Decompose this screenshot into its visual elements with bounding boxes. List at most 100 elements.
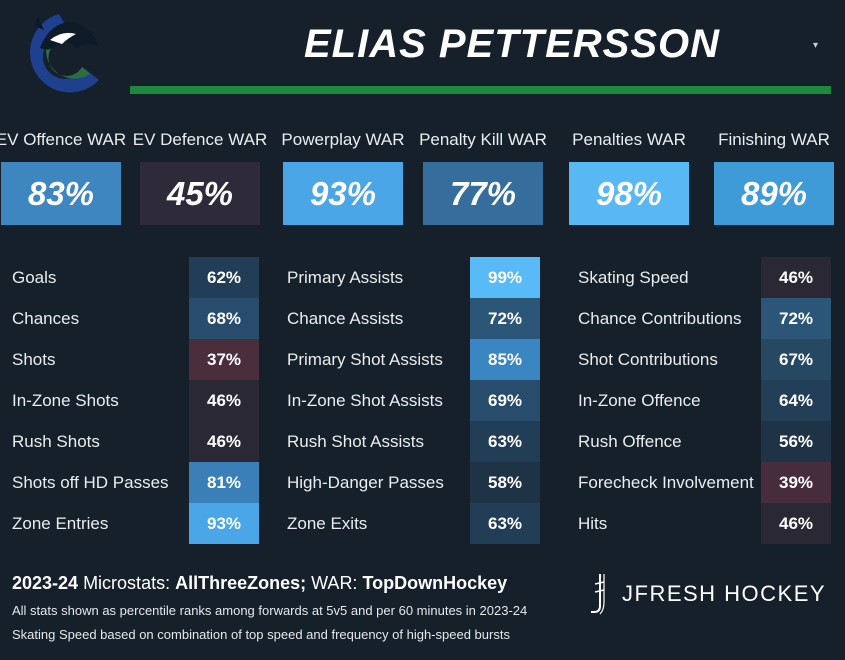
stat-row: Primary Assists 99%	[287, 257, 545, 298]
stat-value: 85%	[470, 339, 540, 380]
stat-row: Hits 46%	[578, 503, 832, 544]
canucks-orca-logo	[29, 14, 99, 93]
micro-label: Microstats:	[78, 573, 176, 593]
war-item-ev-offence: EV Offence WAR 83%	[0, 128, 133, 225]
stat-row: In-Zone Shot Assists 69%	[287, 380, 545, 421]
war-value: 93%	[283, 162, 403, 225]
stat-value: 39%	[761, 462, 831, 503]
stat-row: In-Zone Offence 64%	[578, 380, 832, 421]
jfresh-stick-icon	[591, 574, 605, 615]
stat-label: In-Zone Offence	[578, 391, 701, 410]
title-underline	[130, 86, 831, 94]
stat-row: Chance Assists 72%	[287, 298, 545, 339]
brand-name: JFRESH HOCKEY	[622, 581, 827, 606]
stat-value: 64%	[761, 380, 831, 421]
footnote-percentiles: All stats shown as percentile ranks amon…	[12, 603, 528, 618]
stat-label: Hits	[578, 514, 608, 533]
brand-logo: JFRESH HOCKEY	[588, 572, 826, 616]
stat-label: In-Zone Shots	[12, 391, 119, 410]
stat-label: High-Danger Passes	[287, 473, 444, 492]
stat-row: Rush Shot Assists 63%	[287, 421, 545, 462]
chevron-down-icon[interactable]: ▾	[813, 40, 819, 51]
stat-label: Primary Shot Assists	[287, 350, 443, 369]
war-label: EV Defence WAR	[132, 130, 268, 149]
stat-value: 63%	[470, 421, 540, 462]
war-label: Finishing WAR	[718, 130, 830, 149]
stat-value: 72%	[761, 298, 831, 339]
stat-row: In-Zone Shots 46%	[12, 380, 260, 421]
war-item-powerplay: Powerplay WAR 93%	[271, 128, 415, 225]
stat-row: Chances 68%	[12, 298, 260, 339]
stat-label: Rush Shots	[12, 432, 100, 451]
stat-label: Shot Contributions	[578, 350, 718, 369]
war-value: 45%	[140, 162, 260, 225]
stat-value: 68%	[189, 298, 259, 339]
war-item-ev-defence: EV Defence WAR 45%	[128, 128, 272, 225]
war-label: Powerplay WAR	[281, 130, 405, 149]
stats-column-shooting: Goals 62% Chances 68% Shots 37% In-Zone Sho…	[12, 257, 260, 544]
war-value: 89%	[714, 162, 834, 225]
stat-value: 37%	[189, 339, 259, 380]
stat-label: Shots	[12, 350, 56, 369]
stat-row: Goals 62%	[12, 257, 260, 298]
stat-row: Rush Offence 56%	[578, 421, 832, 462]
stat-label: In-Zone Shot Assists	[287, 391, 443, 410]
war-source: TopDownHockey	[362, 573, 508, 593]
stat-label: Shots off HD Passes	[12, 473, 169, 492]
stat-row: Skating Speed 46%	[578, 257, 832, 298]
stat-label: Zone Exits	[287, 514, 368, 533]
data-sources: 2023-24 Microstats: AllThreeZones; WAR: …	[12, 573, 507, 594]
footnote-skating-speed: Skating Speed based on combination of to…	[12, 627, 510, 642]
stat-value: 46%	[189, 421, 259, 462]
war-source-label: WAR:	[306, 573, 363, 593]
player-name: ELIAS PETTERSSON	[303, 22, 721, 66]
war-item-penalties: Penalties WAR 98%	[557, 128, 701, 225]
stat-value: 62%	[189, 257, 259, 298]
war-item-penalty-kill: Penalty Kill WAR 77%	[411, 128, 555, 225]
war-value: 98%	[569, 162, 689, 225]
stat-label: Zone Entries	[12, 514, 109, 533]
stat-row: Shots off HD Passes 81%	[12, 462, 260, 503]
stat-value: 72%	[470, 298, 540, 339]
stat-value: 67%	[761, 339, 831, 380]
stat-row: High-Danger Passes 58%	[287, 462, 545, 503]
stat-label: Skating Speed	[578, 268, 689, 287]
stat-label: Chances	[12, 309, 80, 328]
stat-row: Shots 37%	[12, 339, 260, 380]
stat-value: 58%	[470, 462, 540, 503]
war-label: EV Offence WAR	[0, 130, 127, 149]
stat-value: 81%	[189, 462, 259, 503]
war-label: Penalty Kill WAR	[419, 130, 547, 149]
stat-row: Chance Contributions 72%	[578, 298, 832, 339]
season-label: 2023-24	[12, 573, 79, 593]
stat-value: 46%	[761, 503, 831, 544]
stat-row: Zone Exits 63%	[287, 503, 545, 544]
stat-label: Rush Offence	[578, 432, 682, 451]
war-item-finishing: Finishing WAR 89%	[702, 128, 845, 225]
stat-row: Forecheck Involvement 39%	[578, 462, 832, 503]
stat-value: 56%	[761, 421, 831, 462]
stats-column-transition: Skating Speed 46% Chance Contributions 72%…	[578, 257, 832, 544]
stat-label: Rush Shot Assists	[287, 432, 425, 451]
stat-label: Primary Assists	[287, 268, 404, 287]
stat-row: Rush Shots 46%	[12, 421, 260, 462]
war-label: Penalties WAR	[572, 130, 686, 149]
stat-row: Primary Shot Assists 85%	[287, 339, 545, 380]
stat-label: Forecheck Involvement	[578, 473, 754, 492]
stat-value: 46%	[189, 380, 259, 421]
stats-column-passing: Primary Assists 99% Chance Assists 72% Pri…	[287, 257, 545, 544]
stat-value: 99%	[470, 257, 540, 298]
stat-row: Shot Contributions 67%	[578, 339, 832, 380]
stat-value: 93%	[189, 503, 259, 544]
stat-label: Chance Assists	[287, 309, 404, 328]
micro-source: AllThreeZones;	[175, 573, 307, 593]
stat-value: 63%	[470, 503, 540, 544]
war-value: 83%	[1, 162, 121, 225]
stat-value: 46%	[761, 257, 831, 298]
stat-label: Goals	[12, 268, 57, 287]
war-value: 77%	[423, 162, 543, 225]
stat-row: Zone Entries 93%	[12, 503, 260, 544]
stat-label: Chance Contributions	[578, 309, 742, 328]
war-summary: EV Offence WAR 83% EV Defence WAR 45% Po…	[0, 128, 845, 238]
stat-value: 69%	[470, 380, 540, 421]
